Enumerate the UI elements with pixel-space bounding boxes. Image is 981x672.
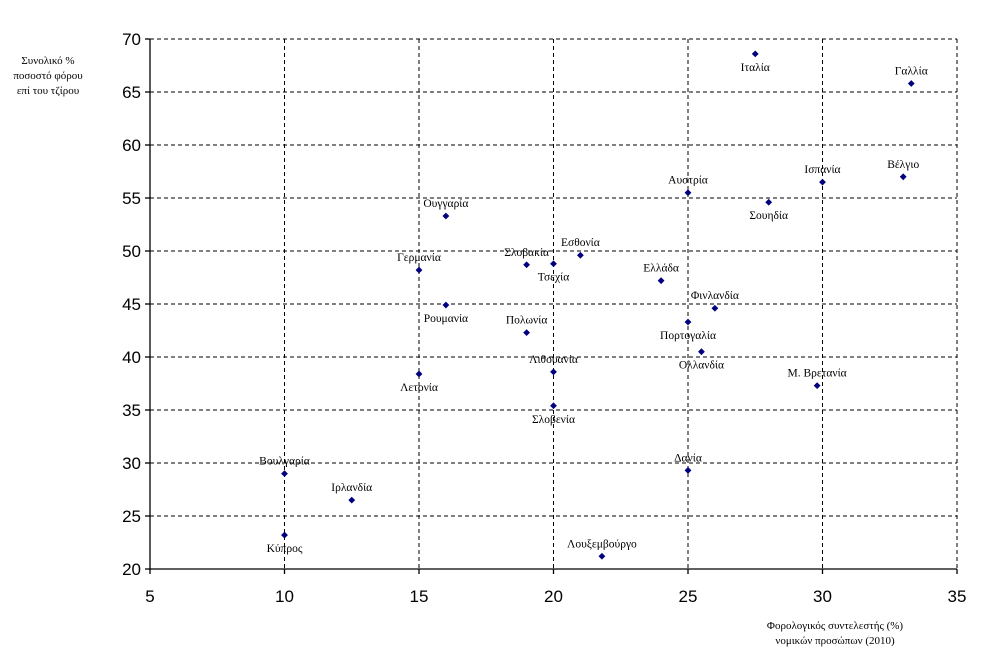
data-point-label: Εσθονία [561,237,600,249]
axes [145,38,958,574]
data-point-label: Ρουμανία [424,313,468,325]
y-tick-labels: 20 25 30 35 40 45 50 55 60 65 70 [122,30,141,579]
point-labels: Ιταλία Γαλλία Ισπανία Βέλγιο Αυστρία Σουηδία Ο… [259,62,928,555]
data-point-label: Αυστρία [668,175,708,187]
y-tick-label: 25 [122,507,141,526]
data-point-label: Φινλανδία [691,290,739,302]
data-point-label: Πολωνία [506,315,548,327]
data-point-label: Σουηδία [749,210,788,222]
data-point-label: Γερμανία [397,252,441,264]
y-tick-label: 65 [122,83,141,102]
data-point-label: Λιθουανία [529,354,578,366]
data-point-marker [577,251,584,259]
x-tick-label: 30 [813,587,832,606]
data-points [281,50,915,560]
data-point-label: Ουγγαρία [423,198,468,210]
data-point-label: Λετονία [400,382,438,394]
data-point-label: Σλοβακία [504,247,549,259]
data-point-marker [657,277,665,285]
y-tick-label: 45 [122,295,141,314]
x-tick-label: 10 [275,587,294,606]
data-point-marker [348,496,356,504]
data-point-label: Βουλγαρία [259,456,310,468]
data-point-label: Ελλάδα [643,263,679,275]
y-tick-label: 35 [122,401,141,420]
x-tick-label: 20 [544,587,563,606]
data-point-marker [813,382,821,390]
x-axis-title-line-2: νομικών προσώπων (2010) [775,635,895,647]
data-point-label: Κύπρος [267,543,303,555]
data-point-marker [281,531,288,539]
data-point-marker [550,260,557,268]
data-point-label: Ιρλανδία [331,482,372,494]
data-point-marker [598,552,606,560]
data-point-marker [523,261,530,269]
data-point-marker [698,348,705,356]
x-tick-labels: 5 10 15 20 25 30 35 [145,587,966,606]
x-tick-label: 25 [679,587,698,606]
data-point-label: Ιταλία [741,62,770,74]
y-tick-label: 70 [122,30,141,49]
y-axis-title-line-2: ποσοστό φόρου [13,70,83,82]
data-point-marker [415,370,423,378]
data-point-marker [442,301,450,309]
y-tick-label: 50 [122,242,141,261]
data-point-label: Βέλγιο [887,159,919,171]
y-tick-label: 30 [122,454,141,473]
data-point-label: Σλοβενία [532,414,575,426]
data-point-marker [765,198,773,206]
data-point-marker [819,178,826,186]
data-point-label: Τσεχία [538,272,570,284]
x-tick-label: 35 [948,587,967,606]
y-tick-label: 20 [122,560,141,579]
data-point-label: Δανία [674,452,702,464]
data-point-marker [550,368,557,376]
data-point-marker [415,266,423,274]
data-point-label: Ισπανία [804,164,840,176]
data-point-marker [684,189,692,197]
y-tick-label: 60 [122,136,141,155]
y-axis-title-line-3: επί του τζίρου [17,85,80,97]
data-point-marker [907,80,915,87]
y-axis-title-line-1: Συνολικό % [21,55,74,67]
x-axis-title-line-1: Φορολογικός συντελεστής (%) [767,620,903,632]
data-point-label: Ολλανδία [679,360,724,372]
data-point-marker [281,470,288,477]
data-point-marker [684,467,692,474]
data-point-marker [751,50,759,58]
data-point-marker [550,402,557,410]
data-point-label: Μ. Βρετανία [788,368,847,380]
data-point-marker [684,318,692,326]
y-tick-label: 40 [122,348,141,367]
data-point-marker [711,304,719,312]
grid [150,38,958,569]
data-point-label: Πορτογαλία [660,330,716,342]
data-point-label: Λουξεμβούργο [567,538,637,550]
data-point-marker [523,329,530,337]
x-tick-label: 5 [145,587,154,606]
data-point-marker [899,173,907,181]
x-tick-label: 15 [410,587,429,606]
y-tick-label: 55 [122,189,141,208]
data-point-label: Γαλλία [895,66,928,78]
data-point-marker [442,212,450,220]
